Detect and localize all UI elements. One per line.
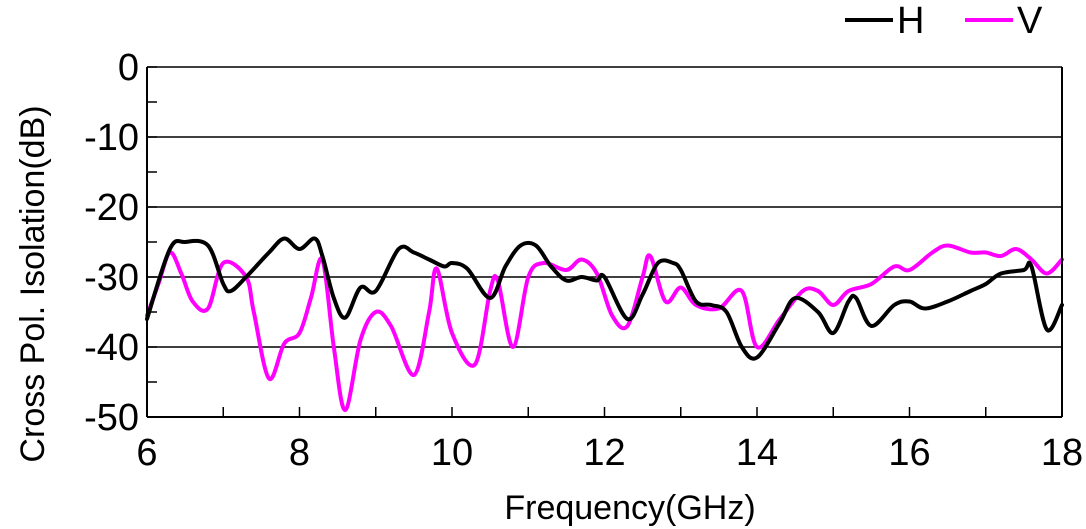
x-axis-title: Frequency(GHz): [504, 489, 755, 527]
gridlines: [147, 66, 1062, 348]
y-tick-label: -40: [84, 327, 139, 369]
x-tick-label: 12: [583, 432, 625, 474]
y-tick-label: -30: [84, 257, 139, 299]
y-tick-label: 0: [118, 47, 139, 89]
x-tick-label: 6: [136, 432, 157, 474]
axis-ticks: [146, 66, 1063, 418]
axes: [146, 67, 1063, 418]
x-tick-label: 10: [431, 432, 473, 474]
y-tick-label: -50: [84, 397, 139, 439]
series-line-h: [145, 236, 1064, 361]
series-line-v: [145, 243, 1064, 413]
series-lines: [145, 236, 1064, 413]
y-tick-label: -20: [84, 187, 139, 229]
x-tick-label: 8: [289, 432, 310, 474]
x-tick-label: 18: [1041, 432, 1083, 474]
x-tick-label: 16: [888, 432, 930, 474]
x-tick-label: 14: [736, 432, 778, 474]
legend-label-v: V: [1017, 0, 1043, 42]
tick-labels: 0 -10 -20 -30 -40 -506 8 10 12 14 16 18: [84, 47, 1083, 474]
legend-label-h: H: [897, 0, 924, 42]
y-tick-label: -10: [84, 117, 139, 159]
y-axis-title: Cross Pol. Isolation(dB): [14, 105, 52, 462]
